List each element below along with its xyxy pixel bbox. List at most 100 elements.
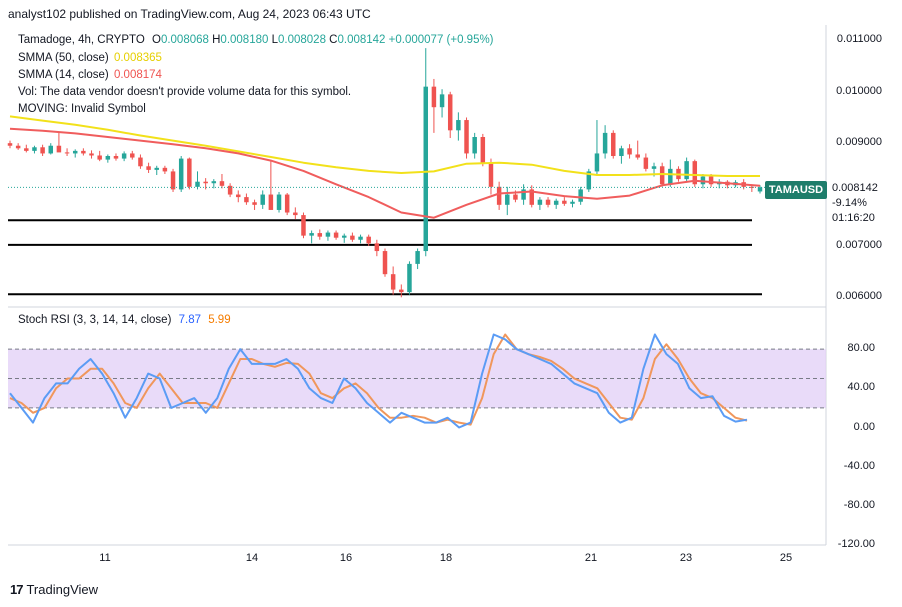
candle-body — [423, 86, 429, 252]
candle-body — [162, 167, 168, 172]
candle-body — [488, 163, 494, 187]
sma14-value: 0.008174 — [113, 69, 162, 81]
candle-body — [15, 145, 21, 149]
candle-body — [659, 166, 665, 185]
candle-body — [382, 251, 388, 275]
stoch-d-value: 5.99 — [208, 314, 231, 326]
candle-body — [708, 176, 714, 185]
candle-body — [611, 132, 616, 157]
candle-body — [236, 194, 241, 198]
candle-body — [578, 189, 583, 202]
candle-body — [203, 181, 208, 184]
candle-body — [431, 86, 437, 108]
ohlc-change: +0.000077 (+0.95%) — [388, 34, 494, 46]
current-price-label: 0.008142 — [832, 182, 878, 194]
candle-body — [195, 181, 200, 187]
smma14-line — [9, 127, 761, 219]
candle-body — [407, 263, 412, 293]
candle-body — [521, 189, 526, 200]
stoch-tick-label: -120.00 — [837, 538, 875, 550]
stoch-k-line — [9, 333, 748, 429]
stoch-tick-label: 80.00 — [847, 342, 875, 355]
candle-body — [48, 145, 54, 154]
candle-body — [284, 194, 290, 213]
candle-body — [456, 120, 461, 131]
sma50-legend[interactable]: SMMA (50, close) 0.008365 — [18, 52, 162, 64]
candle-body — [439, 94, 445, 108]
tradingview-logo-text: TradingView — [26, 582, 99, 597]
volume-note: Vol: The data vendor doesn't provide vol… — [18, 86, 352, 98]
candle-body — [602, 132, 608, 154]
candle-body — [757, 187, 763, 192]
stoch-tick-label: -80.00 — [843, 498, 875, 511]
candle-body — [537, 199, 543, 205]
candle-body — [553, 200, 559, 205]
candle-body — [513, 194, 518, 200]
stoch-legend[interactable]: Stoch RSI (3, 3, 14, 14, close) 7.87 5.9… — [18, 314, 231, 326]
sma14-legend[interactable]: SMMA (14, close) 0.008174 — [18, 69, 162, 81]
moving-averages-layer — [9, 115, 761, 219]
candle-body — [366, 236, 371, 244]
sma50-value: 0.008365 — [113, 52, 162, 64]
candle-body — [276, 194, 282, 210]
candle-body — [244, 197, 249, 203]
moving-note: MOVING: Invalid Symbol — [18, 103, 146, 115]
price-tick-label: 0.010000 — [836, 84, 882, 97]
candle-body — [447, 94, 453, 131]
candle-body — [570, 201, 575, 204]
time-tick-label: 25 — [779, 552, 793, 564]
candle-body — [350, 235, 355, 240]
candle-body — [464, 120, 469, 154]
stoch-lines-layer — [9, 333, 748, 429]
ohlc-o: 0.008068 — [160, 34, 209, 46]
time-tick-label: 23 — [679, 552, 693, 564]
candle-body — [586, 171, 592, 190]
candle-body — [358, 236, 363, 240]
candle-body — [113, 156, 119, 159]
price-tick-label: 0.009000 — [836, 136, 882, 149]
candle-body — [32, 147, 37, 151]
candle-body — [619, 148, 624, 157]
time-tick-label: 14 — [245, 552, 259, 564]
candle-body — [692, 161, 698, 185]
symbol-price-tag[interactable]: TAMAUSD — [765, 181, 827, 199]
candle-body — [56, 145, 62, 153]
candle-body — [333, 232, 339, 238]
ohlc-l: 0.008028 — [278, 34, 326, 46]
candle-body — [341, 235, 347, 238]
time-tick-label: 18 — [439, 552, 453, 564]
candle-body — [480, 137, 486, 164]
ohlc-l-label: L — [271, 34, 278, 46]
candle-body — [97, 155, 102, 160]
candle-body — [472, 137, 477, 154]
price-tick-label: 0.007000 — [836, 238, 882, 251]
candle-body — [7, 143, 13, 146]
ohlc-h: 0.008180 — [220, 34, 269, 46]
candle-body — [268, 194, 274, 210]
candle-body — [651, 166, 657, 169]
ohlc-c-label: C — [329, 34, 338, 46]
candle-body — [415, 251, 420, 264]
candle-body — [399, 289, 404, 293]
time-tick-label: 21 — [584, 552, 598, 564]
candle-body — [64, 152, 70, 154]
candle-body — [252, 202, 257, 205]
tradingview-logo[interactable]: 17 TradingView — [10, 582, 98, 597]
candle-body — [325, 232, 331, 237]
candle-body — [105, 156, 111, 160]
candle-body — [749, 186, 755, 188]
candle-body — [138, 157, 143, 167]
candle-body — [130, 153, 135, 158]
candle-body — [594, 153, 600, 172]
stoch-band-layer — [8, 348, 826, 409]
candle-body — [545, 199, 551, 205]
candle-body — [260, 194, 265, 205]
stoch-label: Stoch RSI (3, 3, 14, 14, close) — [18, 314, 172, 326]
candle-body — [529, 189, 534, 205]
candle-body — [154, 167, 159, 170]
bar-countdown-label: 01:16:20 — [832, 212, 875, 224]
stoch-tick-label: -40.00 — [843, 459, 875, 472]
ohlc-c: 0.008142 — [337, 34, 386, 46]
candle-body — [635, 154, 640, 158]
